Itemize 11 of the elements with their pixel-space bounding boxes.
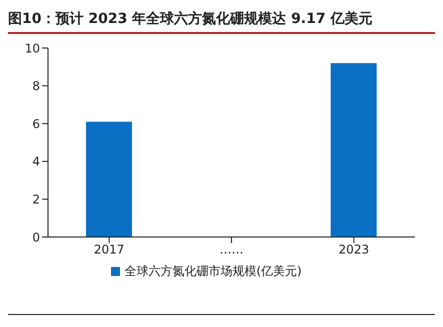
y-tick-label: 10 — [24, 41, 40, 56]
y-tick-label: 6 — [32, 116, 40, 131]
y-tick-label: 0 — [32, 230, 40, 244]
x-tick-label: 2023 — [338, 242, 370, 257]
chart-title: 图10：预计 2023 年全球六方氮化硼规模达 9.17 亿美元 — [8, 8, 435, 34]
x-tick-label: …… — [220, 242, 244, 257]
legend-label: 全球六方氮化硼市场规模(亿美元) — [124, 264, 302, 278]
y-tick-label: 8 — [32, 79, 40, 94]
y-tick-label: 2 — [32, 192, 40, 206]
y-tick-label: 4 — [32, 154, 40, 169]
x-tick-label: 2017 — [94, 242, 124, 257]
